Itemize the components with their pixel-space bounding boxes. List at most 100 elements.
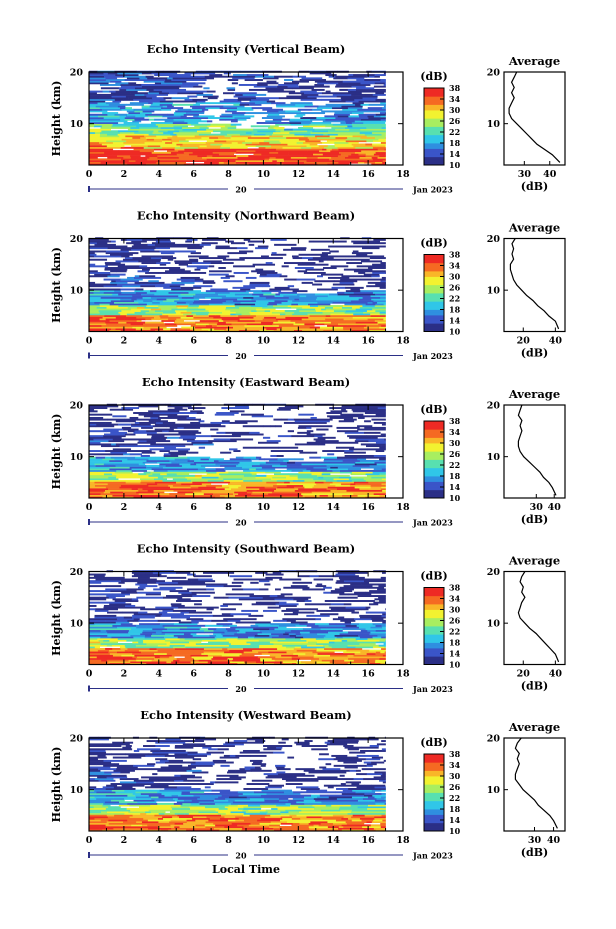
heatmap-cell [157,125,174,128]
heatmap-cell [103,491,111,494]
heatmap-cell [226,298,238,301]
heatmap-cells [89,237,386,332]
heatmap-cell [89,271,111,274]
heatmap-cell [210,421,230,424]
heatmap-cell [128,97,136,100]
heatmap-cell [267,303,278,306]
heatmap-cell [224,329,240,332]
heatmap-cell [325,103,344,106]
heatmap-cell [194,318,206,321]
heatmap-cell [335,573,356,576]
heatmap-cell [141,262,157,265]
heatmap-cell [258,107,273,110]
heatmap-cell [182,82,206,85]
heatmap-cell [110,80,122,83]
heatmap-cell [234,431,250,434]
heatmap-cell [297,303,309,306]
heatmap-cell [382,626,386,629]
heatmap-cell [192,107,202,110]
heatmap-cell [311,778,336,781]
heatmap-cell [153,316,161,319]
x-tick-label: 0 [86,169,93,180]
heatmap-cell [375,661,386,664]
heatmap-cell [123,156,131,159]
heatmap-cell [208,641,230,644]
heatmap-cell [181,326,196,329]
heatmap-cell [296,308,316,311]
heatmap-cell [322,141,335,144]
heatmap-cell [110,105,119,108]
heatmap-cell [271,633,284,636]
average-x-label: (dB) [521,347,548,360]
heatmap-cell [264,458,278,461]
average-frame [503,71,566,166]
heatmap-cell [350,483,356,486]
heatmap-cell [331,156,346,159]
heatmap-cell [156,135,173,138]
heatmap-cell [128,90,138,93]
heatmap-cell [251,621,271,624]
heatmap-cell [104,314,111,317]
heatmap-cell [308,240,314,243]
heatmap-cell [145,155,152,158]
heatmap-cell [148,451,156,454]
heatmap-cell [280,774,294,777]
heatmap-cell [201,483,212,486]
colorbar-segment [424,454,444,458]
heatmap-cell [212,324,218,327]
heatmap-cell [156,290,165,293]
heatmap-cell [225,593,247,596]
date-label: Jan 2023 [412,851,453,861]
heatmap-cell [123,453,131,456]
heatmap-cell [148,778,171,781]
heatmap-cell [237,636,249,639]
heatmap-cell [299,483,317,486]
heatmap-cell [165,79,172,81]
heatmap-cell [208,458,224,461]
heatmap-cell [330,410,340,413]
heatmap-cell [97,776,107,779]
heatmap-cell [183,271,207,274]
heatmap-cell [376,463,386,466]
heatmap-cell [205,469,226,472]
heatmap-cell [204,824,216,827]
heatmap-cell [177,135,196,138]
heatmap-cell [316,661,331,664]
heatmap-cell [266,100,276,103]
heatmap-cell [89,634,108,637]
heatmap-cell [375,651,381,654]
heatmap-cell [183,639,203,642]
heatmap-cell [237,118,247,121]
heatmap-cell [119,252,129,255]
colorbar-segment [424,271,444,275]
heatmap-cell [298,138,310,141]
heatmap-cell [148,420,155,423]
heatmap-cell [296,662,306,665]
heatmap-cell [236,161,260,164]
heatmap-cell [145,804,151,807]
colorbar-tick-label: 10 [449,327,461,337]
heatmap-cell [178,450,189,452]
heatmap-cell [270,146,283,149]
heatmap-cell [361,415,379,418]
heatmap-cell [351,93,367,96]
heatmap-cell [98,779,116,782]
heatmap-cell [162,311,177,314]
heatmap-cell [380,296,386,299]
heatmap-cell [167,415,189,418]
heatmap-cell [310,659,323,662]
heatmap-cell [172,77,194,80]
heatmap-cell [352,410,358,413]
heatmap-cell [199,812,218,815]
heatmap-cell [336,580,345,583]
heatmap-cell [276,408,291,411]
heatmap-cell [183,761,196,764]
heatmap-cell [333,77,348,80]
heatmap-cell [110,270,117,273]
heatmap-cell [205,324,213,327]
heatmap-cell [251,310,257,312]
heatmap-cell [176,153,190,156]
heatmap-cell [281,326,299,329]
heatmap-cell [272,323,294,326]
heatmap-cell [207,117,228,119]
